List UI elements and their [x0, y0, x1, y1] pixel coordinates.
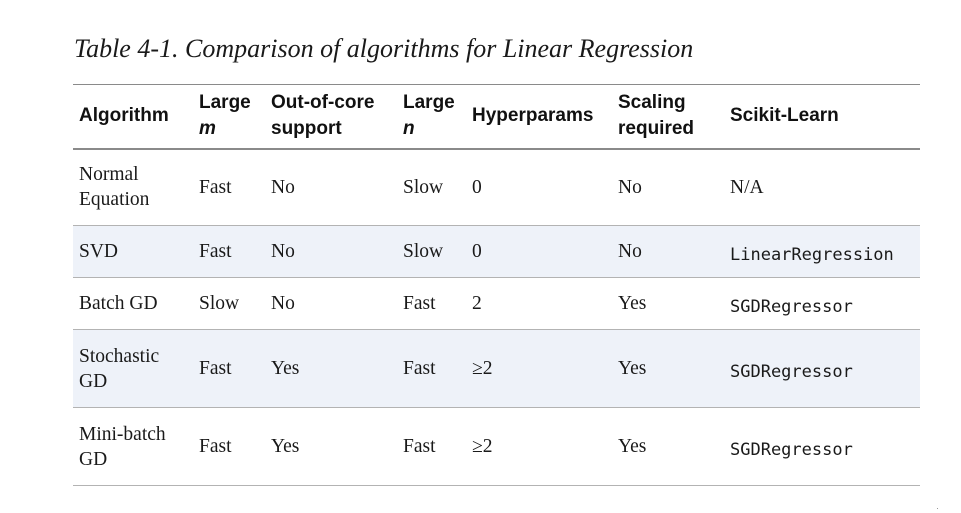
cell-algorithm-line2: GD — [79, 448, 108, 470]
header-row: Algorithm Large m Out-of-core support Larg… — [73, 84, 920, 149]
cell-algorithm-line2: Equation — [79, 189, 150, 211]
cell-scikit-learn: SGDRegressor — [730, 297, 853, 317]
cell-hyperparams: 0 — [472, 241, 482, 262]
header-large-m-line1: Large — [199, 92, 251, 114]
header-algorithm: Algorithm — [73, 85, 193, 149]
cell-hyperparams: 2 — [472, 293, 482, 314]
header-out-of-core-line1: Out-of-core — [271, 92, 375, 114]
cell-algorithm: Stochastic GD — [73, 330, 193, 408]
cell-large-m: Fast — [199, 358, 232, 379]
cell-scaling: No — [618, 176, 642, 198]
cell-hyperparams: ≥2 — [472, 436, 493, 457]
cell-algorithm: SVD — [73, 226, 193, 278]
cell-scaling: Yes — [618, 293, 647, 314]
cell-algorithm-line1: SVD — [79, 241, 119, 262]
header-algorithm-text: Algorithm — [79, 105, 169, 127]
header-hyperparams: Hyperparams — [466, 85, 612, 149]
cell-algorithm-line2: GD — [79, 370, 108, 392]
cell-hyperparams: 0 — [472, 176, 482, 198]
header-scikit-learn: Scikit-Learn — [724, 85, 920, 149]
table-caption: Table 4-1. Comparison of algorithms for … — [74, 34, 694, 63]
stray-dot — [937, 508, 938, 509]
cell-large-m: Slow — [199, 293, 240, 314]
cell-algorithm-line1: Batch GD — [79, 293, 158, 314]
comparison-table: Algorithm Large m Out-of-core support Larg… — [73, 84, 920, 486]
header-out-of-core-line2: support — [271, 118, 342, 140]
cell-large-m: Fast — [199, 176, 232, 198]
header-large-n-line2: n — [403, 118, 415, 140]
table-row: Stochastic GD Fast Yes Fast ≥2 Yes SGDReg… — [73, 329, 920, 408]
header-hyperparams-text: Hyperparams — [472, 105, 594, 127]
cell-algorithm: Normal Equation — [73, 149, 193, 226]
header-large-m-line2: m — [199, 118, 216, 140]
cell-out-of-core: No — [271, 293, 295, 314]
cell-large-m: Fast — [199, 436, 232, 457]
header-scikit-learn-text: Scikit-Learn — [730, 105, 839, 127]
cell-large-n: Fast — [403, 436, 436, 457]
header-scaling-line1: Scaling — [618, 92, 686, 114]
table-row: Batch GD Slow No Fast 2 Yes SGDRegressor — [73, 278, 920, 330]
cell-scikit-learn: LinearRegression — [730, 245, 894, 265]
cell-algorithm-line1: Stochastic — [79, 345, 160, 367]
cell-out-of-core: No — [271, 241, 295, 262]
header-scaling-line2: required — [618, 118, 695, 140]
cell-large-n: Slow — [403, 176, 444, 198]
cell-algorithm-line1: Normal — [79, 164, 139, 186]
table-body: Normal Equation Fast No Slow 0 No N/A SVD… — [73, 149, 920, 486]
cell-scikit-learn: SGDRegressor — [730, 362, 853, 382]
cell-scikit-learn: SGDRegressor — [730, 440, 853, 460]
cell-scaling: Yes — [618, 436, 647, 457]
cell-large-m: Fast — [199, 241, 232, 262]
cell-algorithm: Mini-batch GD — [73, 408, 193, 486]
header-large-n-line1: Large — [403, 92, 455, 114]
cell-scikit-learn: N/A — [730, 176, 764, 198]
header-scaling: Scaling required — [612, 85, 724, 149]
cell-large-n: Fast — [403, 293, 436, 314]
cell-hyperparams: ≥2 — [472, 358, 493, 379]
table-row: Mini-batch GD Fast Yes Fast ≥2 Yes SGDReg… — [73, 408, 920, 486]
header-large-n: Large n — [397, 85, 466, 149]
table-header: Algorithm Large m Out-of-core support Larg… — [73, 84, 920, 149]
cell-large-n: Slow — [403, 241, 444, 262]
table-row: SVD Fast No Slow 0 No LinearRegression — [73, 225, 920, 278]
cell-large-n: Fast — [403, 358, 436, 379]
cell-scaling: No — [618, 241, 642, 262]
table-row: Normal Equation Fast No Slow 0 No N/A — [73, 149, 920, 226]
header-out-of-core: Out-of-core support — [265, 85, 397, 149]
cell-scaling: Yes — [618, 358, 647, 379]
cell-out-of-core: Yes — [271, 436, 300, 457]
header-large-m: Large m — [193, 85, 265, 149]
cell-out-of-core: No — [271, 176, 295, 198]
cell-algorithm-line1: Mini-batch — [79, 423, 166, 445]
cell-out-of-core: Yes — [271, 358, 300, 379]
cell-algorithm: Batch GD — [73, 278, 193, 330]
